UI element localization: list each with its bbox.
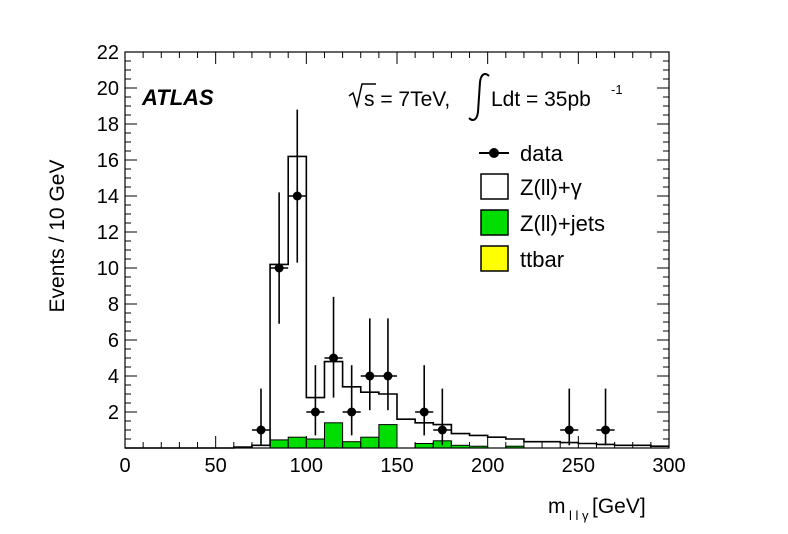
y-tick-label-10: 22 [97,42,119,64]
y-tick-label-1: 4 [108,366,119,388]
data-point-5 [342,365,361,436]
sqrt-icon [348,83,376,109]
data-point-7 [378,318,397,411]
x-tick-label-6: 300 [652,455,685,477]
legend-entry-data: data [479,141,564,166]
y-tick-label-8: 18 [97,114,119,136]
bar-z-ll-jets-16 [414,443,434,449]
y-tick-label-3: 8 [108,294,119,316]
lumi-label: s = 7TeV, Ldt = 35pb -1 [348,73,623,121]
y-tick-label-7: 16 [97,150,119,172]
y-tick-label-0: 2 [108,402,119,424]
histogram-layer [125,155,669,449]
series-line-zllgamma [125,155,669,449]
data-point-marker-4 [329,353,339,363]
luminosity-label: Ldt = 35pb [491,88,591,111]
bar-z-ll-jets-12 [342,441,362,449]
bar-z-ll-jets-11 [323,422,344,449]
legend-swatch-ttbar [480,245,509,272]
data-point-6 [360,318,379,411]
data-point-10 [560,388,579,446]
legend: data Z(ll)+γ Z(ll)+jets ttbar [479,141,605,272]
legend-label-zlljets: Z(ll)+jets [520,211,605,236]
experiment-label: ATLAS [141,85,214,110]
x-tick-label-2: 100 [290,455,323,477]
data-point-1 [270,192,289,324]
data-point-marker-11 [601,425,611,435]
data-point-marker-2 [292,191,302,201]
y-tick-label-4: 10 [97,258,119,280]
legend-label-zllgamma: Z(ll)+γ [520,175,582,200]
bar-z-ll-jets-10 [305,438,325,449]
data-points-layer [251,109,615,446]
data-point-0 [251,388,271,446]
x-axis-label-unit: [GeV] [592,495,646,518]
legend-label-ttbar: ttbar [520,247,564,272]
energy-label: s = 7TeV, [364,88,450,111]
x-tick-label-4: 200 [471,455,504,477]
data-point-marker-5 [347,407,357,417]
integral-icon [468,73,490,121]
x-tick-label-0: 0 [119,455,130,477]
legend-swatch-zlljets [480,209,509,236]
legend-entry-zlljets: Z(ll)+jets [480,209,605,236]
y-tick-label-9: 20 [97,78,119,100]
legend-entry-ttbar: ttbar [480,245,564,272]
y-axis-label: Events / 10 GeV [46,160,69,313]
data-point-8 [415,365,434,436]
data-point-3 [306,365,325,436]
data-point-4 [324,296,343,398]
plot-frame [124,51,670,449]
x-axis-label-subscript: l l γ [569,508,589,523]
bar-z-ll-jets-13 [360,436,380,449]
data-point-marker-6 [365,371,375,381]
x-axis-label: m [548,495,566,518]
data-point-marker-1 [274,263,284,273]
y-tick-label-6: 14 [97,186,119,208]
y-tick-label-5: 12 [97,222,119,244]
bar-z-ll-jets-8 [269,439,289,449]
x-tick-label-3: 150 [380,455,413,477]
data-point-11 [596,388,615,446]
x-tick-label-5: 250 [562,455,595,477]
legend-data-marker [489,148,499,158]
data-point-marker-9 [437,425,447,435]
data-point-2 [288,109,307,263]
x-tick-label-1: 50 [205,455,227,477]
luminosity-exponent: -1 [611,82,623,97]
data-point-marker-8 [419,407,429,417]
data-point-marker-3 [310,407,320,417]
data-point-marker-7 [383,371,393,381]
data-point-marker-10 [564,425,574,435]
data-point-9 [433,388,452,446]
data-point-marker-0 [256,425,266,435]
y-tick-label-2: 6 [108,330,119,352]
axes: 0 50 100 150 200 250 300 2 4 6 8 10 12 14 16 18 20 22 [97,42,686,477]
bar-z-ll-jets-14 [378,424,398,449]
legend-swatch-zllgamma [480,173,509,200]
bar-z-ll-jets-9 [287,436,307,449]
legend-label-data: data [520,141,564,166]
legend-entry-zllgamma: Z(ll)+γ [480,173,582,200]
